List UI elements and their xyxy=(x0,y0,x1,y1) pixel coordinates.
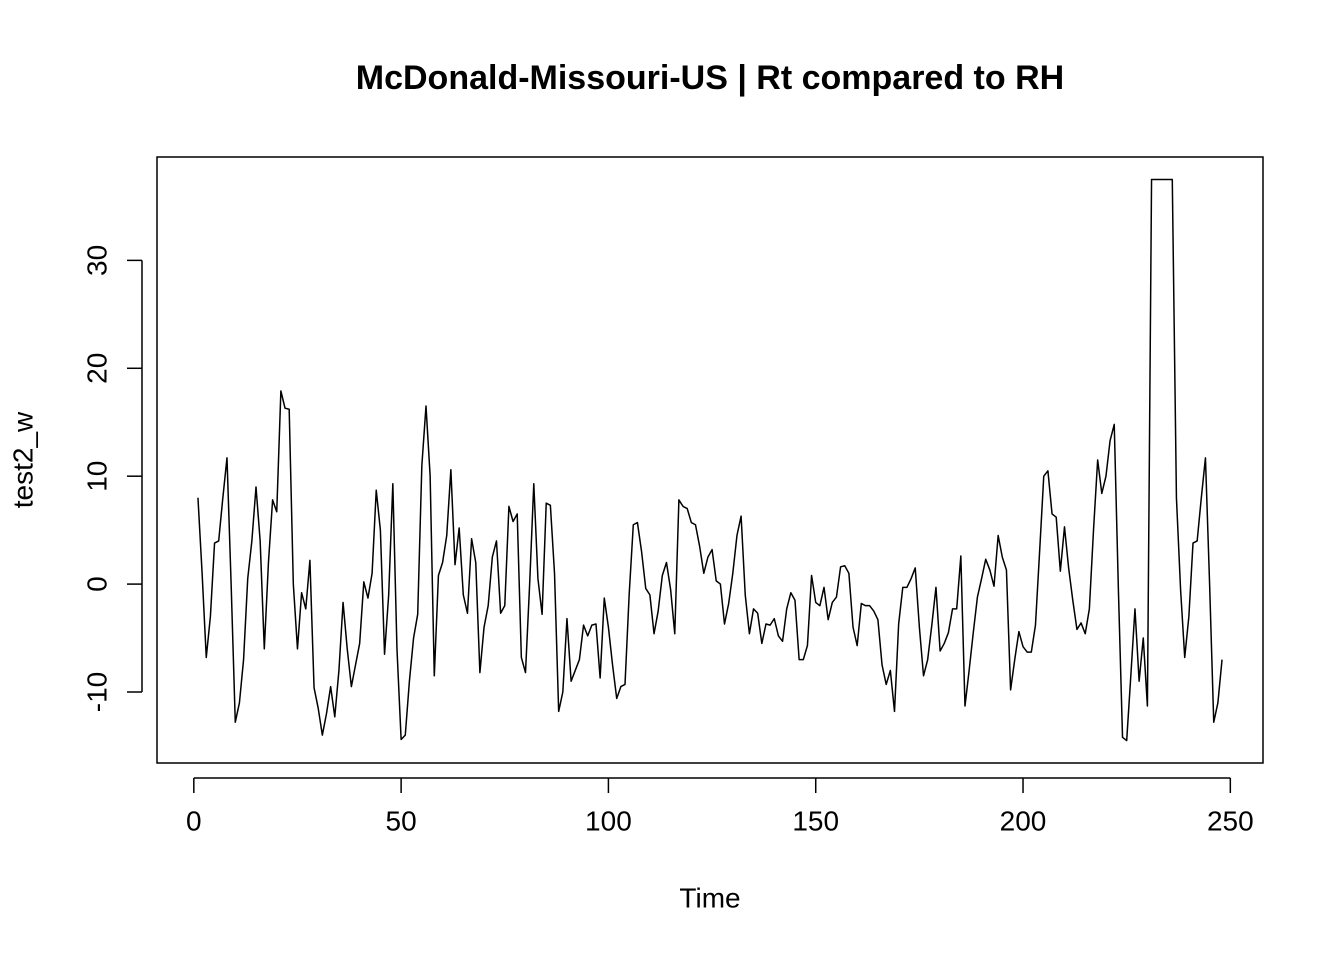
y-tick-label: 20 xyxy=(81,353,112,384)
data-line xyxy=(197,178,1223,742)
x-tick-label: 250 xyxy=(1207,805,1254,836)
chart-title: McDonald-Missouri-US | Rt compared to RH xyxy=(356,59,1064,97)
plot-box xyxy=(156,156,1264,764)
x-tick-label: 150 xyxy=(792,805,839,836)
x-tick-label: 100 xyxy=(585,805,632,836)
y-tick-label: 30 xyxy=(81,245,112,276)
x-axis-label: Time xyxy=(679,882,740,913)
y-tick-label: 10 xyxy=(81,461,112,492)
y-axis-label: test2_w xyxy=(7,411,38,508)
y-tick-label: -10 xyxy=(81,672,112,712)
x-tick-label: 0 xyxy=(186,805,202,836)
y-tick-label: 0 xyxy=(81,576,112,592)
x-tick-label: 200 xyxy=(1000,805,1047,836)
x-tick-label: 50 xyxy=(386,805,417,836)
